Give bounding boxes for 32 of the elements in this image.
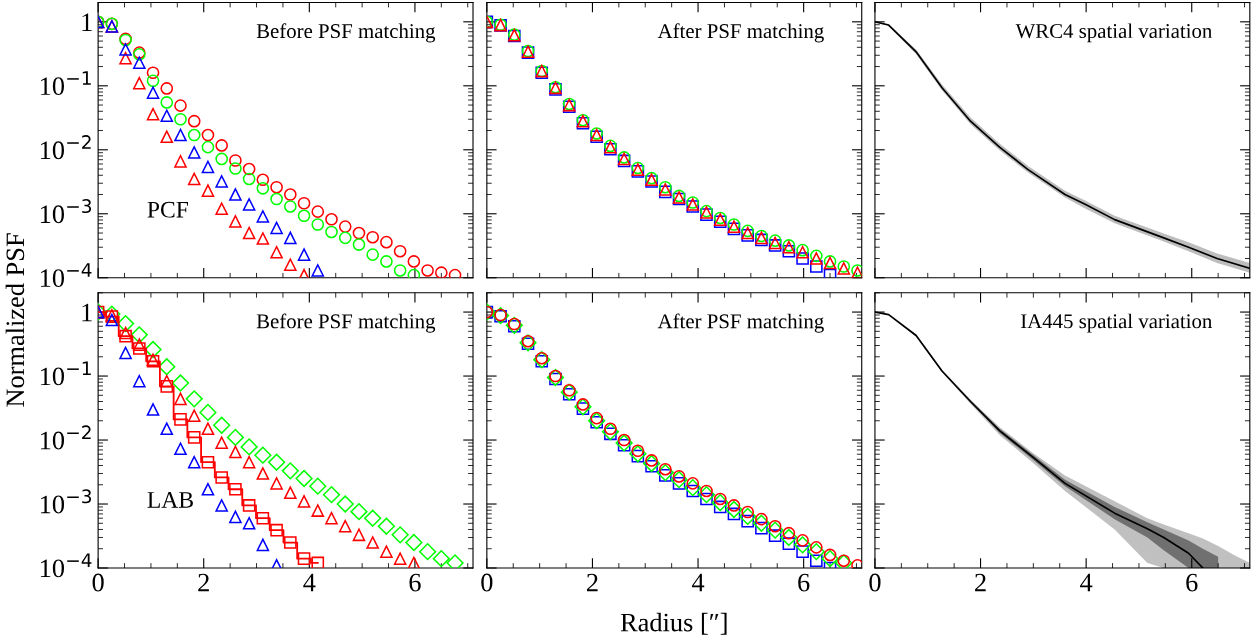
- x-tick-label: 6: [798, 573, 810, 592]
- annotation: Before PSF matching: [256, 23, 436, 43]
- annotation: PCF: [147, 201, 189, 218]
- y-axis-title: Normalized PSF: [5, 233, 25, 407]
- x-tick-label: 2: [198, 573, 209, 592]
- x-tick-label: 0: [481, 573, 493, 592]
- annotation: IA445 spatial variation: [1021, 313, 1213, 333]
- x-tick-label: 4: [1080, 573, 1093, 592]
- x-tick-label: 0: [869, 573, 881, 592]
- annotation: LAB: [147, 492, 193, 508]
- y-tick-label: 1: [82, 13, 92, 31]
- y-tick-label: 10$^{−3}$: [40, 489, 92, 514]
- y-tick-label: 10$^{−4}$: [40, 263, 92, 288]
- x-tick-label: 6: [409, 573, 421, 592]
- y-tick-label: 10$^{−1}$: [40, 361, 91, 386]
- annotation: After PSF matching: [657, 313, 824, 333]
- x-tick-label: 4: [691, 573, 705, 592]
- x-tick-label: 0: [92, 573, 104, 592]
- x-tick-label: 4: [303, 573, 316, 592]
- y-tick-label: 10$^{−3}$: [40, 199, 92, 224]
- annotation: Before PSF matching: [256, 313, 436, 333]
- y-tick-label: 10$^{−2}$: [40, 425, 91, 450]
- y-tick-label: 10$^{−1}$: [40, 71, 91, 96]
- x-tick-label: 2: [975, 573, 986, 592]
- x-tick-label: 6: [1186, 573, 1198, 592]
- annotation: After PSF matching: [657, 23, 824, 43]
- y-tick-label: 10$^{−2}$: [40, 135, 91, 160]
- y-tick-label: 10$^{−4}$: [40, 553, 92, 578]
- x-axis-title: Radius [″]: [620, 612, 727, 635]
- x-tick-label: 2: [587, 573, 598, 592]
- y-tick-label: 1: [82, 303, 92, 322]
- annotation: WRC4 spatial variation: [1015, 23, 1213, 43]
